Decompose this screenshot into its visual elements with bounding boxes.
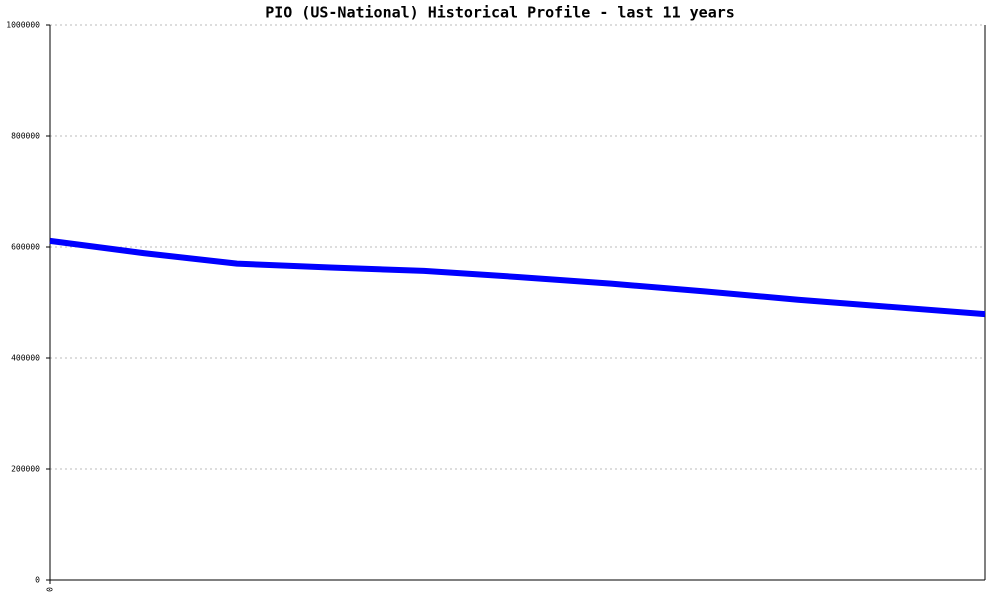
data-line [49, 237, 986, 318]
y-tick-label: 200000 [11, 465, 40, 474]
chart-title: PIO (US-National) Historical Profile - l… [265, 4, 735, 22]
y-tick-label: 800000 [11, 132, 40, 141]
y-tick-label: 400000 [11, 354, 40, 363]
y-tick-label: 1000000 [6, 21, 40, 30]
y-tick-label: 0 [35, 576, 40, 585]
x-tick-label: 0 [46, 587, 55, 592]
y-tick-label: 600000 [11, 243, 40, 252]
